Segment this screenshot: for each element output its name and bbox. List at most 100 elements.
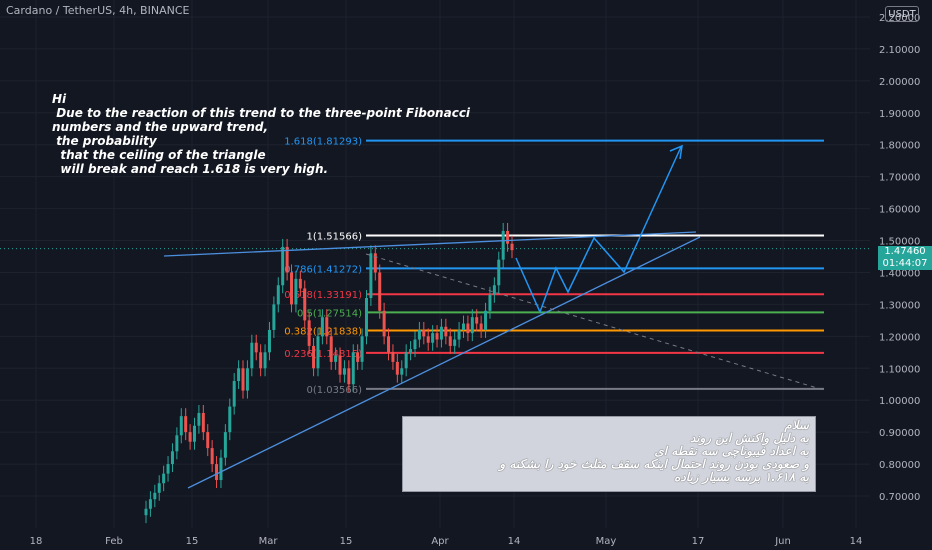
candle-body [488, 294, 492, 311]
y-tick-label: 1.80000 [879, 141, 920, 152]
y-tick-label: 2.20000 [879, 13, 920, 24]
candle-body [272, 304, 276, 330]
candle-body [148, 499, 152, 509]
candle-body [201, 412, 205, 433]
x-tick-label: 18 [30, 536, 43, 547]
candle-body [479, 323, 483, 330]
candle-body [342, 368, 346, 375]
candle-body [492, 285, 496, 295]
x-tick-label: 14 [508, 536, 521, 547]
candle-body [373, 253, 377, 273]
candle-body [179, 416, 183, 436]
x-tick-label: Mar [259, 536, 279, 547]
candle-body [453, 339, 457, 346]
x-tick-label: Feb [105, 536, 123, 547]
candle-body [444, 326, 448, 337]
x-tick-label: 17 [692, 536, 705, 547]
candle-body [197, 412, 201, 426]
bar-countdown: 01:44:07 [882, 258, 928, 269]
x-axis: 18 Feb 15 Mar 15 Apr 14 May 17 Jun 14 [30, 536, 863, 547]
candle-body [466, 323, 470, 334]
candle-body [254, 342, 258, 353]
candle-body [281, 246, 285, 286]
candle-body [219, 457, 223, 481]
y-tick-label: 2.10000 [879, 45, 920, 56]
candle-body [347, 368, 351, 385]
trend-drawings [163, 144, 825, 489]
candle-body [210, 448, 214, 465]
candle-body [175, 435, 179, 452]
candle-body [382, 310, 386, 337]
y-tick-label: 1.50000 [879, 237, 920, 248]
candle-body [501, 230, 505, 260]
candle-body [409, 349, 413, 353]
candle-body [206, 432, 210, 449]
analysis-note-english: Hi Due to the reaction of this trend to … [52, 92, 471, 176]
y-tick-label: 1.40000 [879, 268, 920, 279]
candle-body [237, 368, 241, 382]
candle-body [325, 317, 329, 337]
candle-body [259, 352, 263, 369]
candle-body [170, 451, 174, 465]
candle-body [329, 336, 333, 362]
y-tick-label: 0.90000 [879, 428, 920, 439]
currency-button[interactable]: USDT [885, 6, 919, 22]
candle-body [263, 352, 267, 369]
candle-body [417, 329, 421, 340]
y-axis: 0.70000 0.80000 0.90000 1.00000 1.10000 1.200… [879, 13, 920, 503]
analysis-note-persian-text: سلام به دلیل واکنش این روند به اعداد فیب… [499, 418, 809, 484]
fib-label: 0.5(1.27514) [297, 308, 362, 319]
y-tick-label: 1.90000 [879, 109, 920, 120]
candle-body [267, 329, 271, 353]
candle-body [422, 329, 426, 337]
candle-body [285, 246, 289, 273]
y-tick-label: 1.60000 [879, 205, 920, 216]
candle-body [356, 352, 360, 362]
candle-body [188, 432, 192, 442]
candle-body [215, 464, 219, 481]
candle-body [294, 278, 298, 305]
fib-label: 1(1.51566) [306, 232, 362, 243]
candle-body [369, 253, 373, 299]
candle-body [435, 333, 439, 340]
dashed-trend-line [365, 253, 825, 391]
candle-body [303, 288, 307, 321]
candle-body [400, 368, 404, 375]
y-tick-label: 0.70000 [879, 492, 920, 503]
candle-body [426, 336, 430, 343]
last-price-tag: 1.47460 01:44:07 [878, 246, 932, 270]
candle-body [510, 243, 514, 251]
candle-body [431, 333, 435, 343]
y-tick-label: 1.10000 [879, 364, 920, 375]
candle-body [448, 336, 452, 346]
y-tick-label: 2.00000 [879, 77, 920, 88]
candle-body [157, 483, 161, 493]
triangle-upper-line [163, 231, 697, 257]
candle-body [391, 352, 395, 362]
triangle-lower-line [187, 236, 701, 489]
candle-body [364, 298, 368, 337]
chart-title: Cardano / TetherUS, 4h, BINANCE [6, 4, 190, 17]
y-tick-label: 0.80000 [879, 460, 920, 471]
candle-body [320, 317, 324, 337]
projected-path [515, 146, 682, 315]
candle-body [470, 317, 474, 334]
candle-body [506, 230, 510, 244]
projected-path-arrowhead [669, 144, 683, 160]
x-tick-label: 15 [340, 536, 353, 547]
candle-body [475, 317, 479, 324]
candle-body [439, 326, 443, 340]
candle-body [404, 352, 408, 369]
candle-body [461, 323, 465, 330]
candle-body [316, 336, 320, 369]
candle-body [245, 368, 249, 391]
candles [144, 222, 514, 524]
candle-body [153, 492, 157, 500]
fib-label: 0.618(1.33191) [284, 290, 362, 301]
y-tick-label: 1.00000 [879, 396, 920, 407]
candle-body [223, 432, 227, 458]
candle-body [162, 473, 166, 484]
candle-body [312, 345, 316, 369]
last-price: 1.47460 [884, 246, 926, 257]
